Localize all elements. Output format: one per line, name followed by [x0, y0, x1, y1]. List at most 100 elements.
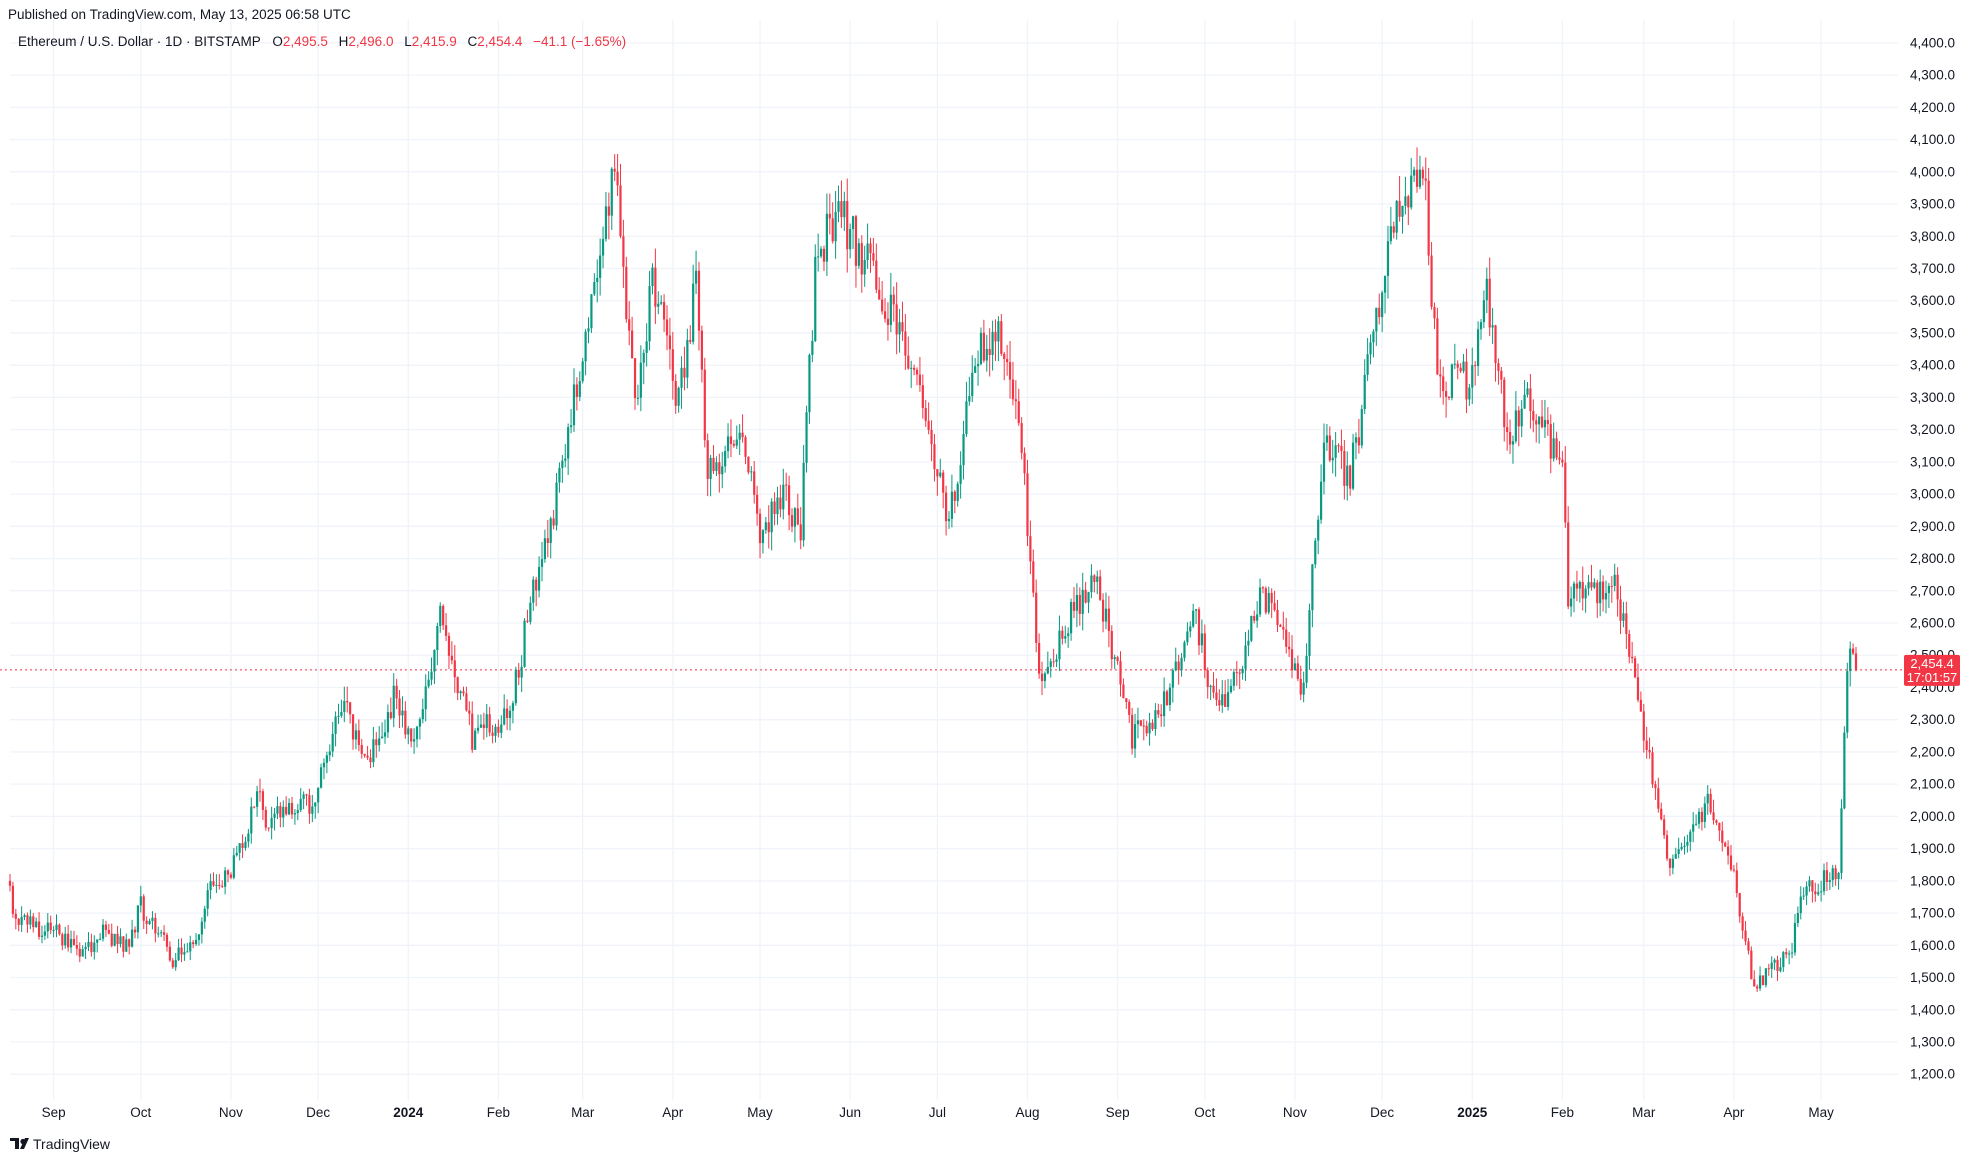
- candle: [1014, 380, 1017, 420]
- candle: [1163, 677, 1166, 727]
- candle: [1133, 713, 1137, 758]
- candle: [337, 703, 340, 724]
- y-tick-label: 1,500.0: [1910, 970, 1955, 985]
- candle: [1165, 689, 1169, 707]
- candle: [247, 828, 250, 848]
- candle: [590, 294, 593, 333]
- candle: [764, 516, 767, 534]
- candle: [1482, 290, 1485, 329]
- candle: [950, 474, 953, 528]
- candle: [401, 696, 404, 728]
- candle: [1540, 400, 1544, 429]
- candle: [1503, 376, 1506, 442]
- x-tick-label: Sep: [42, 1105, 66, 1120]
- candle: [1003, 351, 1006, 381]
- candle: [808, 353, 811, 424]
- candle: [1532, 399, 1535, 433]
- candle: [840, 180, 843, 229]
- candle: [430, 657, 433, 686]
- candle: [625, 256, 628, 323]
- tradingview-logo[interactable]: TradingView: [10, 1136, 111, 1152]
- candle: [1660, 802, 1663, 821]
- candle: [261, 788, 265, 821]
- candle: [349, 702, 352, 724]
- candle: [433, 649, 436, 685]
- candle: [1822, 863, 1826, 896]
- candle: [854, 214, 858, 288]
- candle: [1290, 635, 1294, 679]
- candle: [1069, 598, 1073, 641]
- candle: [1288, 631, 1291, 658]
- candle: [72, 930, 76, 946]
- y-tick-label: 1,400.0: [1910, 1002, 1955, 1017]
- candle: [1474, 360, 1477, 386]
- candle: [904, 314, 907, 370]
- candle: [910, 360, 913, 388]
- candle: [782, 468, 785, 520]
- candle: [1497, 358, 1500, 385]
- candle: [287, 798, 291, 816]
- candle: [1064, 625, 1067, 644]
- candle: [686, 328, 689, 389]
- candle: [1671, 854, 1674, 875]
- candle: [616, 154, 619, 197]
- candle: [104, 920, 108, 937]
- candle: [162, 925, 166, 942]
- candle: [1773, 958, 1776, 971]
- close-value: 2,454.4: [477, 34, 523, 49]
- low-label: L: [404, 34, 412, 49]
- candle: [160, 929, 163, 937]
- candle: [119, 928, 122, 948]
- candle: [351, 714, 355, 750]
- candle: [1436, 307, 1439, 376]
- candle: [450, 641, 453, 665]
- candle: [1718, 822, 1721, 842]
- candle: [1407, 194, 1410, 226]
- candle: [593, 273, 596, 296]
- candle: [1552, 422, 1555, 462]
- candle: [1820, 880, 1823, 902]
- candles: [8, 147, 1858, 993]
- candle: [654, 248, 657, 324]
- candle: [1604, 580, 1608, 614]
- candle: [276, 796, 279, 820]
- candle: [628, 301, 631, 346]
- candle: [1375, 307, 1378, 346]
- candle: [1122, 678, 1125, 699]
- candle: [825, 193, 828, 277]
- candle: [1372, 329, 1375, 358]
- candle: [360, 739, 363, 759]
- candle: [366, 745, 369, 760]
- candle: [1633, 655, 1637, 679]
- candle: [331, 721, 334, 757]
- candle: [81, 945, 84, 957]
- candle: [415, 725, 419, 748]
- time-axis[interactable]: Sep Oct Nov Dec 2024 Feb Mar Apr May Jun Jul Aug Sep…: [42, 1105, 1835, 1120]
- price-axis[interactable]: 1,200.0 1,300.0 1,400.0 1,500.0 1,600.0 1,700…: [1910, 35, 1955, 1081]
- candle: [35, 917, 38, 928]
- candle: [738, 424, 741, 455]
- x-tick-label: Nov: [219, 1105, 243, 1120]
- candle: [1421, 166, 1424, 186]
- candle: [1276, 599, 1279, 633]
- candle: [1523, 380, 1526, 409]
- candle: [75, 935, 78, 956]
- y-tick-label: 3,300.0: [1910, 390, 1955, 405]
- candle: [197, 934, 201, 946]
- candle: [1572, 581, 1576, 613]
- candle: [1584, 585, 1587, 613]
- candle: [633, 358, 637, 410]
- candle: [439, 602, 442, 633]
- y-tick-label: 4,300.0: [1910, 68, 1955, 83]
- candle: [1663, 814, 1666, 840]
- candle: [1381, 290, 1384, 333]
- candle: [1741, 912, 1744, 939]
- candle: [1520, 400, 1523, 438]
- candle: [1331, 439, 1334, 474]
- candle: [375, 732, 378, 758]
- candle: [1392, 221, 1395, 239]
- candle: [572, 368, 576, 432]
- candle: [537, 556, 541, 598]
- candle: [1241, 665, 1244, 680]
